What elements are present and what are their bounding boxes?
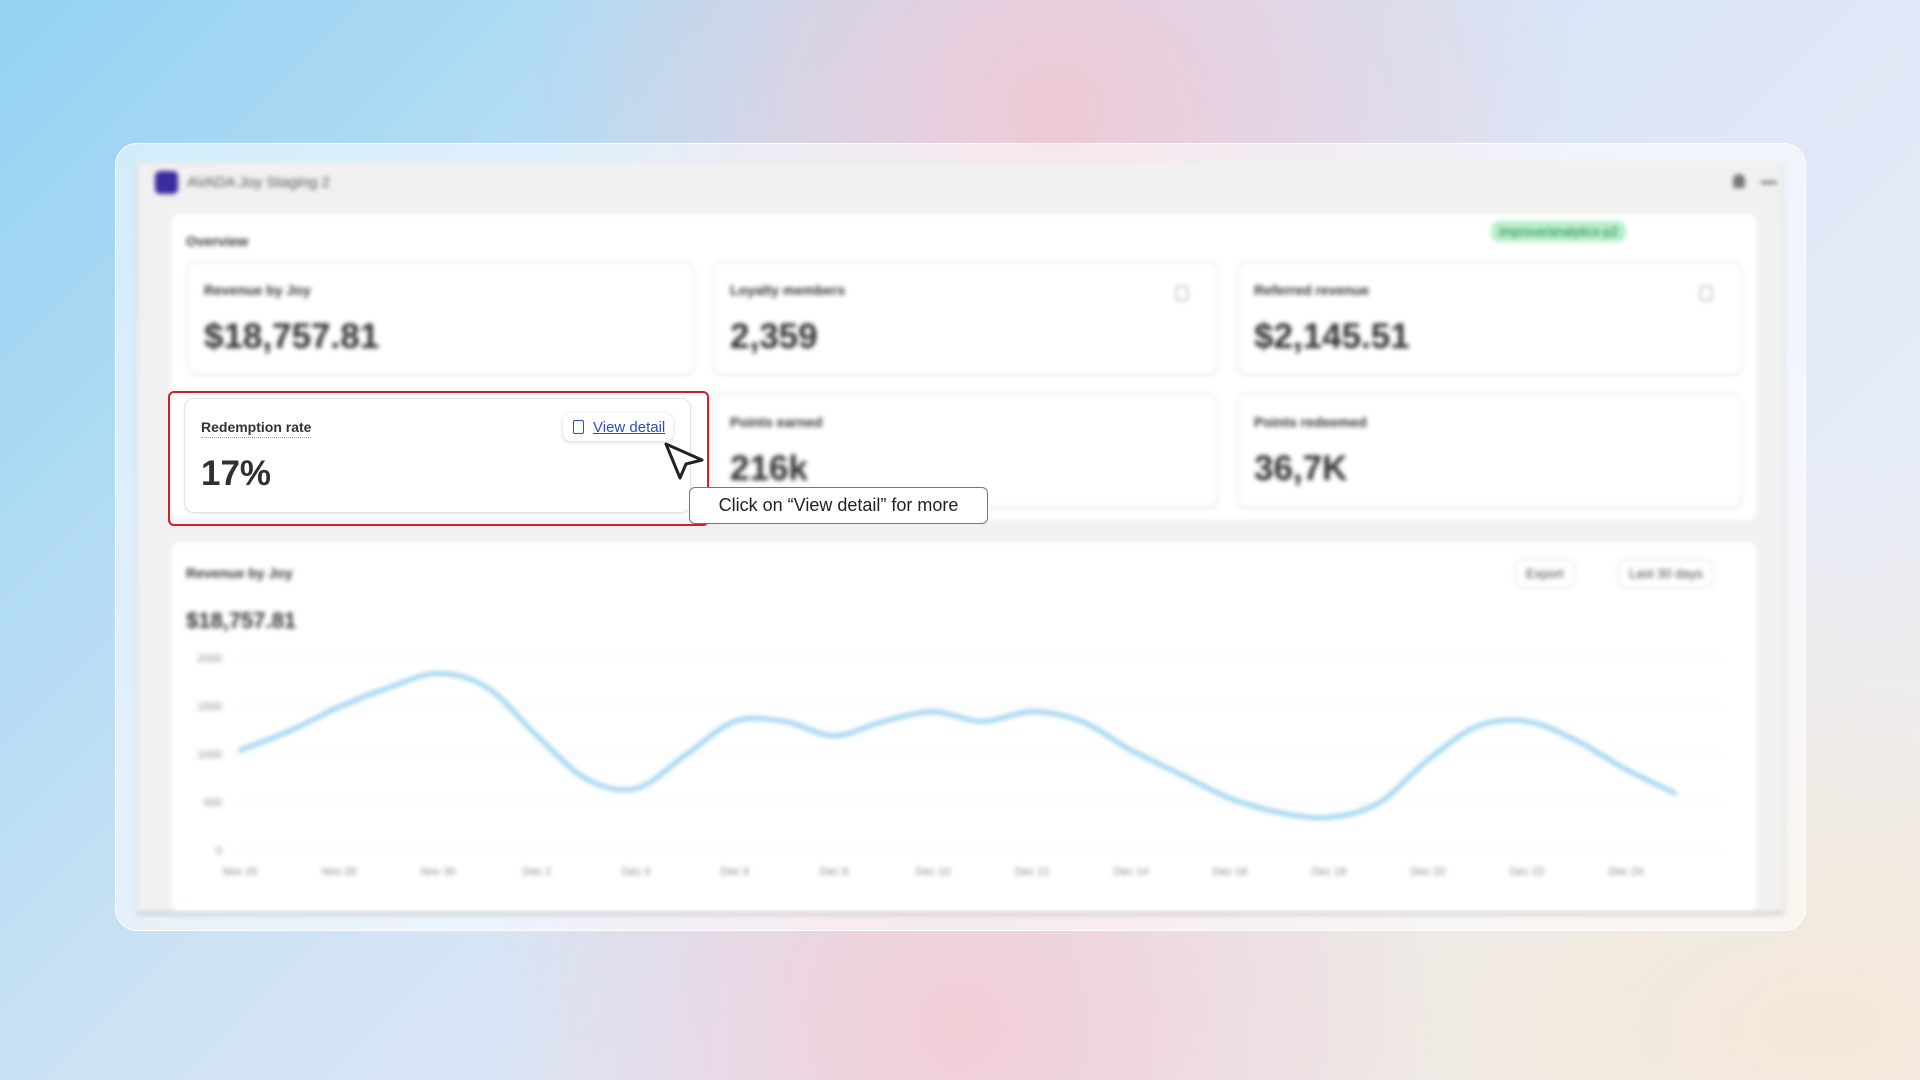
revenue-line xyxy=(238,671,1678,820)
export-button[interactable]: Export xyxy=(1515,559,1575,588)
card-label: Referred revenue xyxy=(1254,282,1370,298)
chart-subtitle: $18,757.81 xyxy=(186,608,297,633)
view-detail-link[interactable]: View detail xyxy=(593,419,666,436)
view-detail-button[interactable]: View detail xyxy=(563,413,673,441)
x-tick-label: Dec 4 xyxy=(622,866,651,878)
y-tick-label: 0 xyxy=(216,845,222,857)
window-title: AVADA Joy Staging 2 xyxy=(187,174,330,191)
x-tick-label: Dec 20 xyxy=(1411,866,1446,878)
card-value: 36,7K xyxy=(1254,449,1348,488)
metric-card: Loyalty members 2,359 xyxy=(713,261,1218,375)
date-range-button[interactable]: Last 30 days xyxy=(1618,559,1714,588)
card-value: $2,145.51 xyxy=(1254,317,1410,356)
card-value: 216k xyxy=(730,449,808,488)
x-tick-label: Nov 28 xyxy=(322,866,357,878)
y-tick-label: 1000 xyxy=(198,749,222,761)
cursor-icon xyxy=(664,442,704,480)
x-tick-label: Nov 26 xyxy=(223,866,258,878)
x-tick-label: Dec 14 xyxy=(1114,866,1149,878)
card-label: Points earned xyxy=(730,414,823,430)
card-value: $18,757.81 xyxy=(204,317,380,356)
metric-card: Points redeemed 36,7K xyxy=(1237,393,1742,508)
branch-badge: improve/analytics-p2 xyxy=(1491,221,1627,242)
card-label: Redemption rate xyxy=(201,419,312,438)
x-tick-label: Dec 18 xyxy=(1312,866,1347,878)
x-tick-label: Dec 16 xyxy=(1213,866,1248,878)
overview-title: Overview xyxy=(186,233,249,249)
x-tick-label: Dec 8 xyxy=(820,866,849,878)
bell-icon[interactable] xyxy=(1733,174,1745,188)
card-label: Revenue by Joy xyxy=(204,282,311,298)
card-label: Loyalty members xyxy=(730,282,846,298)
highlighted-card: Redemption rate 17% View detail xyxy=(184,398,691,513)
metric-card: Revenue by Joy $18,757.81 xyxy=(187,261,694,375)
x-tick-label: Dec 22 xyxy=(1510,866,1545,878)
card-value: 17% xyxy=(201,454,272,493)
x-tick-label: Dec 10 xyxy=(916,866,951,878)
x-tick-label: Dec 24 xyxy=(1609,866,1644,878)
x-tick-label: Nov 30 xyxy=(421,866,456,878)
doc-icon xyxy=(573,420,584,434)
x-tick-label: Dec 12 xyxy=(1015,866,1050,878)
card-value: 2,359 xyxy=(730,317,818,356)
doc-icon[interactable] xyxy=(1700,286,1712,301)
y-tick-label: 2000 xyxy=(198,653,222,665)
chart-title: Revenue by Joy xyxy=(186,565,293,581)
metric-card: Referred revenue $2,145.51 xyxy=(1237,261,1742,375)
y-tick-label: 1500 xyxy=(198,701,222,713)
more-icon[interactable] xyxy=(1761,181,1777,184)
x-tick-label: Dec 2 xyxy=(523,866,552,878)
app-logo xyxy=(155,171,178,194)
tooltip: Click on “View detail” for more xyxy=(689,487,988,524)
doc-icon[interactable] xyxy=(1176,286,1188,301)
chart-panel xyxy=(171,542,1757,912)
y-tick-label: 500 xyxy=(204,797,222,809)
highlight-box xyxy=(168,391,709,526)
x-tick-label: Dec 6 xyxy=(721,866,750,878)
card-label: Points redeemed xyxy=(1254,414,1367,430)
